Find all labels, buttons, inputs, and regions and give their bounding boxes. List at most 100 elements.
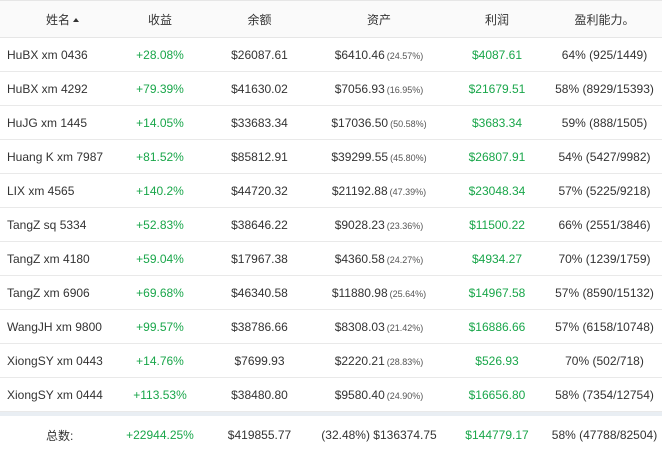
total-asset: (32.48%) $136374.75: [321, 428, 437, 442]
asset-cell: $8308.03 (21.42%): [311, 320, 447, 334]
balance-value: $38786.66: [231, 319, 288, 334]
profit-value: +14.05%: [136, 115, 184, 130]
column-header-name-label: 姓名: [46, 12, 71, 27]
asset-value: $11880.98: [331, 285, 388, 300]
asset-value: $6410.46: [334, 47, 385, 62]
earnings-value: $526.93: [475, 353, 519, 368]
asset-percent: (45.80%): [390, 152, 427, 163]
column-header-balance[interactable]: 余额: [247, 12, 272, 27]
table-body: HuBX xm 0436 +28.08% $26087.61 $6410.46 (24.…: [0, 38, 662, 412]
win-rate-value: 70% (1239/1759): [558, 251, 651, 266]
account-name: TangZ sq 5334: [7, 217, 87, 232]
column-header-name[interactable]: 姓名: [0, 11, 112, 28]
table-row[interactable]: HuBX xm 0436 +28.08% $26087.61 $6410.46 (24.…: [0, 38, 662, 72]
table-row[interactable]: TangZ xm 6906 +69.68% $46340.58 $11880.98 (2…: [0, 276, 662, 310]
balance-value: $26087.61: [231, 47, 288, 62]
table-row[interactable]: TangZ sq 5334 +52.83% $38646.22 $9028.23 (23…: [0, 208, 662, 242]
asset-value: $9580.40: [334, 387, 385, 402]
asset-percent: (24.90%): [386, 390, 424, 401]
column-header-profit[interactable]: 收益: [147, 12, 172, 27]
total-row: 总数: +22944.25% $419855.77 (32.48%) $1363…: [0, 416, 662, 454]
balance-value: $85812.91: [231, 149, 288, 164]
asset-percent: (47.39%): [389, 186, 427, 197]
win-rate-value: 70% (502/718): [565, 353, 644, 368]
sort-ascending-icon[interactable]: [73, 17, 80, 22]
table-row[interactable]: TangZ xm 4180 +59.04% $17967.38 $4360.58 (24…: [0, 242, 662, 276]
table-row[interactable]: HuBX xm 4292 +79.39% $41630.02 $7056.93 (16.…: [0, 72, 662, 106]
earnings-value: $23048.34: [468, 183, 526, 198]
win-rate-value: 66% (2551/3846): [558, 217, 651, 232]
table-row[interactable]: XiongSY xm 0443 +14.76% $7699.93 $2220.21 (2…: [0, 344, 662, 378]
total-profit: +22944.25%: [126, 428, 194, 442]
asset-cell: $39299.55 (45.80%): [311, 150, 447, 164]
account-name: XiongSY xm 0444: [7, 387, 103, 402]
balance-value: $38480.80: [231, 387, 288, 402]
asset-value: $39299.55: [331, 149, 389, 164]
column-header-asset[interactable]: 资产: [366, 12, 391, 27]
balance-value: $17967.38: [231, 251, 288, 266]
table-row[interactable]: WangJH xm 9800 +99.57% $38786.66 $8308.03 (2…: [0, 310, 662, 344]
balance-value: $7699.93: [234, 353, 285, 368]
asset-cell: $6410.46 (24.57%): [311, 48, 447, 62]
profit-value: +113.53%: [133, 387, 187, 402]
balance-value: $41630.02: [231, 81, 288, 96]
earnings-value: $3683.34: [471, 115, 523, 130]
asset-percent: (24.27%): [386, 254, 424, 265]
asset-cell: $7056.93 (16.95%): [311, 82, 447, 96]
asset-percent: (16.95%): [386, 84, 424, 95]
earnings-value: $4934.27: [471, 251, 523, 266]
table-row[interactable]: Huang K xm 7987 +81.52% $85812.91 $39299.55…: [0, 140, 662, 174]
asset-percent: (21.42%): [386, 322, 424, 333]
asset-percent: (28.83%): [386, 356, 424, 367]
account-name: Huang K xm 7987: [7, 149, 104, 164]
win-rate-value: 64% (925/1449): [561, 47, 648, 62]
asset-cell: $9028.23 (23.36%): [311, 218, 447, 232]
profit-value: +99.57%: [136, 319, 184, 334]
asset-value: $4360.58: [334, 251, 385, 266]
asset-value: $7056.93: [334, 81, 385, 96]
earnings-value: $21679.51: [468, 81, 526, 96]
total-balance: $419855.77: [227, 428, 292, 442]
table-row[interactable]: LIX xm 4565 +140.2% $44720.32 $21192.88 (47.…: [0, 174, 662, 208]
table-header: 姓名 收益 余额 资产 利润 盈利能力。: [0, 1, 662, 38]
balance-value: $46340.58: [231, 285, 288, 300]
earnings-value: $16886.66: [468, 319, 526, 334]
table-row[interactable]: XiongSY xm 0444 +113.53% $38480.80 $9580.40…: [0, 378, 662, 412]
account-name: XiongSY xm 0443: [7, 353, 103, 368]
account-name: HuBX xm 4292: [7, 81, 88, 96]
asset-percent: (24.57%): [386, 50, 424, 61]
total-separator: [0, 412, 662, 416]
table-row[interactable]: HuJG xm 1445 +14.05% $33683.34 $17036.50 (50…: [0, 106, 662, 140]
profit-value: +52.83%: [136, 217, 184, 232]
win-rate-value: 57% (5225/9218): [558, 183, 651, 198]
profit-value: +69.68%: [136, 285, 184, 300]
win-rate-value: 58% (8929/15393): [555, 81, 654, 96]
earnings-value: $14967.58: [468, 285, 526, 300]
asset-value: $17036.50: [331, 115, 389, 130]
profit-value: +14.76%: [136, 353, 184, 368]
asset-value: $8308.03: [334, 319, 385, 334]
asset-value: $9028.23: [334, 217, 385, 232]
asset-percent: (50.58%): [390, 118, 427, 129]
profit-value: +79.39%: [136, 81, 184, 96]
earnings-value: $4087.61: [471, 47, 523, 62]
win-rate-value: 57% (8590/15132): [555, 285, 654, 300]
asset-cell: $2220.21 (28.83%): [311, 354, 447, 368]
account-name: TangZ xm 4180: [7, 251, 90, 266]
balance-value: $38646.22: [231, 217, 288, 232]
total-earnings: $144779.17: [465, 428, 529, 442]
asset-value: $21192.88: [331, 183, 388, 198]
asset-value: $2220.21: [334, 353, 385, 368]
profit-value: +140.2%: [136, 183, 184, 198]
balance-value: $33683.34: [231, 115, 288, 130]
column-header-win-rate[interactable]: 盈利能力。: [574, 12, 635, 27]
column-header-earnings[interactable]: 利润: [484, 12, 509, 27]
win-rate-value: 59% (888/1505): [561, 115, 648, 130]
asset-cell: $21192.88 (47.39%): [311, 184, 447, 198]
account-name: TangZ xm 6906: [7, 285, 90, 300]
total-win-rate: 58% (47788/82504): [551, 428, 658, 442]
account-name: WangJH xm 9800: [7, 319, 102, 334]
win-rate-value: 57% (6158/10748): [555, 319, 654, 334]
asset-cell: $4360.58 (24.27%): [311, 252, 447, 266]
